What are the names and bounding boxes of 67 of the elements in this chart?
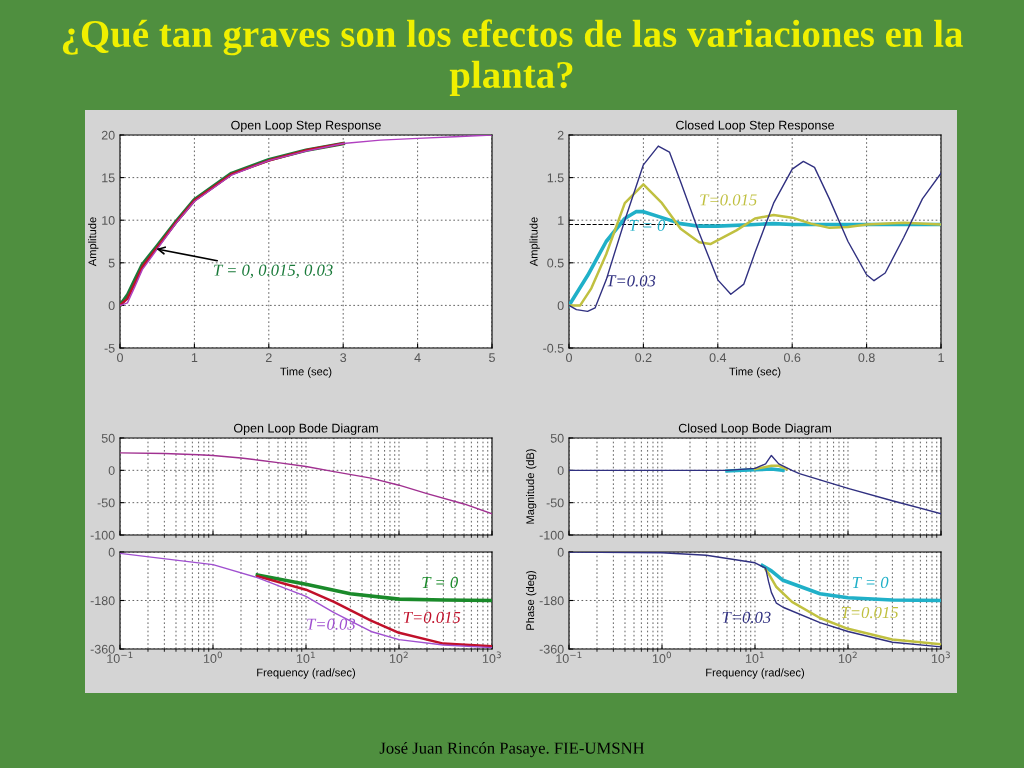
chart-title: Closed Loop Step Response	[676, 120, 835, 133]
chart-title: Open Loop Bode Diagram	[233, 423, 378, 436]
x-axis-title: Time (sec)	[729, 367, 781, 378]
x-tick-label: 10$^{1}$	[745, 651, 764, 663]
x-tick-label: 0.6	[784, 353, 801, 363]
y-axis-title: Phase (deg)	[525, 570, 537, 630]
y-axis-title: Amplitude	[529, 217, 540, 267]
x-tick-label: 0.2	[635, 353, 652, 363]
x-tick-label: 10$^{2}$	[389, 651, 408, 663]
x-tick-label: 0	[566, 353, 572, 363]
chart-title: Open Loop Step Response	[231, 120, 381, 133]
y-tick-label: -180	[539, 596, 564, 606]
x-axis-title: Frequency (rad/sec)	[706, 668, 805, 679]
x-tick-label: 10$^{0}$	[203, 651, 223, 663]
text: José Juan Rincón Pasaye. FIE-UMSNH	[379, 741, 645, 758]
y-tick-label: -100	[539, 530, 564, 540]
y-axis-title: Magnitude (dB)	[525, 449, 537, 524]
x-tick-label: 10$^{0}$	[652, 651, 672, 663]
annotation: T = 0, 0.015, 0.03	[214, 264, 333, 279]
y-tick-label: 10	[102, 216, 115, 225]
y-tick-label: 1	[558, 216, 564, 225]
x-tick-label: 10$^{2}$	[838, 651, 857, 663]
x-tick-label: 0.8	[858, 353, 875, 363]
x-tick-label: 1	[938, 353, 944, 362]
series-label: T = 0	[852, 576, 889, 589]
series-label: T=0.03	[607, 275, 656, 287]
x-tick-label: 1	[191, 353, 198, 362]
x-axis-title: Frequency (rad/sec)	[257, 668, 356, 679]
y-tick-label: 5	[108, 258, 115, 268]
y-tick-label: 1.5	[547, 173, 564, 183]
y-tick-label: -5	[104, 343, 115, 353]
y-axis-title: Amplitude	[88, 217, 99, 267]
y-tick-label: 0	[108, 301, 115, 311]
y-tick-label: -50	[97, 498, 115, 508]
y-tick-label: 15	[102, 173, 115, 183]
x-tick-label: 0.4	[709, 353, 727, 363]
y-tick-label: 50	[101, 433, 115, 443]
x-tick-label: 10$^{1}$	[296, 651, 315, 663]
series-label: T=0.03	[722, 611, 771, 624]
chart-title: Closed Loop Bode Diagram	[678, 423, 831, 436]
y-tick-label: 0	[557, 466, 564, 475]
series-label: T=0.03	[307, 618, 356, 630]
series-label: T=0.015	[841, 606, 899, 619]
text: ¿Qué tan graves son los efectos de las variaciones en la planta?	[62, 19, 963, 96]
y-tick-label: 0.5	[547, 258, 564, 268]
x-tick-label: 0	[117, 353, 123, 363]
y-tick-label: 20	[101, 130, 115, 140]
series-label: T=0.015	[403, 611, 461, 624]
y-tick-label: 2	[557, 130, 564, 140]
y-tick-label: -50	[546, 498, 564, 508]
y-tick-label: 0	[557, 547, 564, 557]
y-tick-label: 50	[550, 433, 564, 443]
x-tick-label: 2	[265, 353, 272, 362]
y-tick-label: -180	[90, 596, 115, 606]
x-tick-label: 3	[340, 353, 347, 363]
x-tick-label: 10$^{3}$	[931, 651, 950, 663]
y-tick-label: -100	[90, 530, 115, 540]
y-tick-label: 0	[108, 466, 115, 475]
x-tick-label: 10$^{3}$	[482, 651, 501, 663]
series-label: T=0.015	[700, 194, 757, 206]
y-tick-label: 0	[557, 301, 564, 311]
x-tick-label: 5	[489, 353, 495, 363]
x-tick-label: 4	[414, 353, 421, 362]
y-tick-label: 0	[108, 547, 115, 557]
y-tick-label: -0.5	[543, 343, 564, 353]
series-label: T = 0	[422, 576, 458, 589]
x-axis-title: Time (sec)	[280, 367, 332, 378]
